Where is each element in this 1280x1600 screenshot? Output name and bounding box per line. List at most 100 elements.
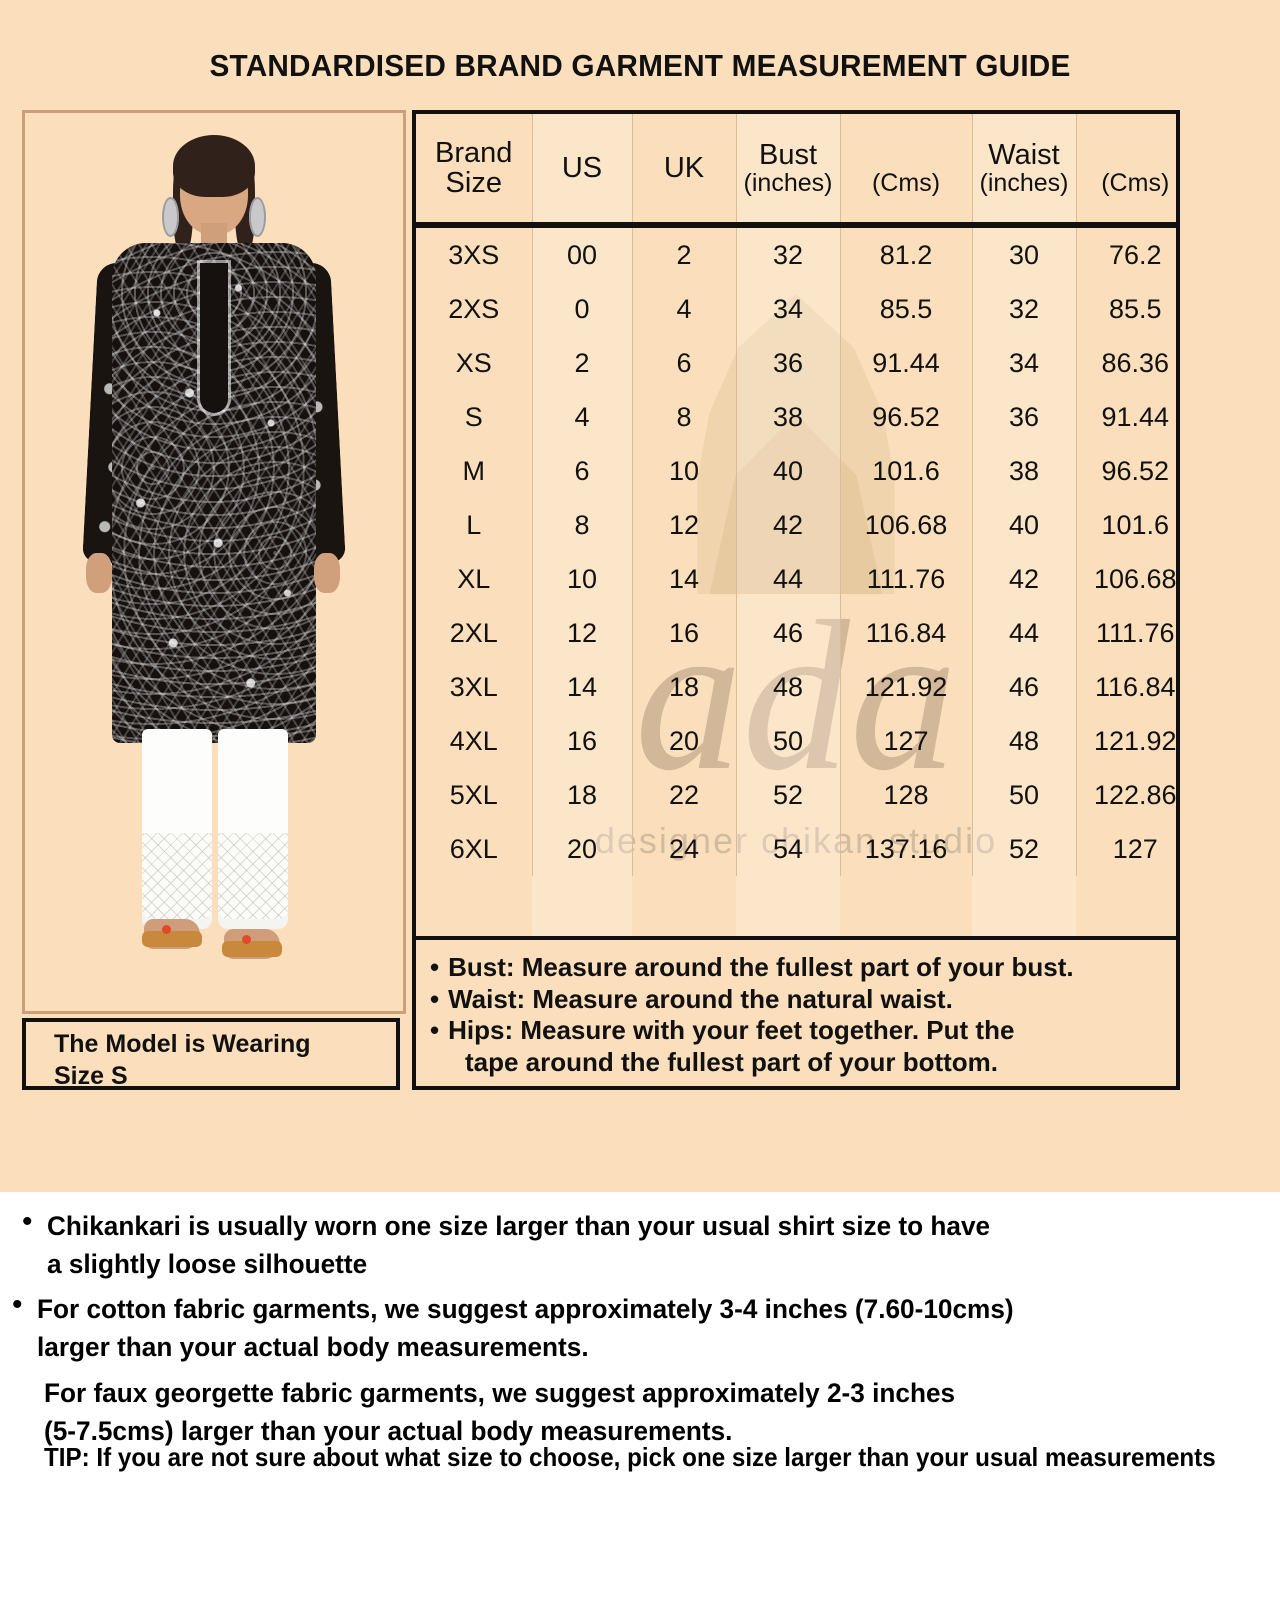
table-row: 2XS 0 4 34 85.5 32 85.5 [416, 282, 1176, 336]
cell-brand-size: S [464, 401, 483, 432]
cell-bust-cms: 121.92 [839, 660, 972, 714]
sandal-pom-right [242, 935, 251, 944]
bottom-note-2-line2: larger than your actual body measurement… [36, 1332, 589, 1363]
cell-uk: 24 [631, 822, 736, 876]
col-header-waist-cms: Waist (Cms) [1075, 114, 1176, 228]
cell-waist-inches: 38 [971, 444, 1076, 498]
cell-us: 20 [531, 822, 632, 876]
col-header-uk-label: UK [663, 151, 705, 184]
cell-uk: 20 [631, 714, 736, 768]
cell-uk: 22 [631, 768, 736, 822]
cell-us: 00 [531, 225, 632, 282]
bullet-icon: • [430, 1015, 440, 1046]
cell-waist-cms: 122.86 [1075, 768, 1176, 822]
cell-brand-size: 3XS [448, 239, 500, 270]
cell-bust-inches: 48 [735, 660, 840, 714]
size-chart-table-container: ada designer chikan studio Brand Size US [412, 110, 1180, 940]
cell-bust-inches: 52 [735, 768, 840, 822]
cell-bust-cms: 111.76 [839, 552, 972, 606]
cell-waist-inches: 30 [971, 225, 1076, 282]
cell-bust-cms: 106.68 [839, 498, 972, 552]
tip-text: TIP: If you are not sure about what size… [44, 1442, 1216, 1472]
cell-waist-inches: 36 [971, 390, 1076, 444]
model-size-caption: The Model is Wearing Size S [22, 1018, 400, 1090]
bottom-note-1-line1: Chikankari is usually worn one size larg… [46, 1211, 990, 1241]
table-row: M 6 10 40 101.6 38 96.52 [416, 444, 1176, 498]
col-header-bust-group: Bust [758, 138, 818, 171]
cell-us: 8 [531, 498, 632, 552]
table-row: L 8 12 42 106.68 40 101.6 [416, 498, 1176, 552]
measure-note-waist: • Waist: Measure around the natural wais… [430, 984, 1176, 1015]
cell-bust-cms: 81.2 [839, 225, 972, 282]
col-header-waist-group: Waist [988, 138, 1060, 171]
cell-bust-cms: 96.52 [839, 390, 972, 444]
cell-us: 10 [531, 552, 632, 606]
cell-us: 6 [531, 444, 632, 498]
cell-bust-cms: 127 [839, 714, 972, 768]
col-header-bust-cms-unit: (Cms) [871, 169, 941, 198]
bullet-icon: • [22, 1205, 33, 1238]
bottom-note-3-line2: (5-7.5cms) larger than your actual body … [44, 1416, 733, 1447]
cell-bust-inches: 46 [735, 606, 840, 660]
sandal-pom-left [162, 925, 171, 934]
measure-note-hips-continued: tape around the fullest part of your bot… [465, 1047, 998, 1078]
cell-uk: 4 [631, 282, 736, 336]
col-header-waist-inches: Waist (inches) [971, 114, 1076, 228]
cell-waist-inches: 40 [971, 498, 1076, 552]
cell-waist-inches: 52 [971, 822, 1076, 876]
cell-waist-inches: 42 [971, 552, 1076, 606]
bullet-icon: • [430, 952, 440, 982]
cell-waist-cms: 85.5 [1075, 282, 1176, 336]
table-row: 4XL 16 20 50 127 48 121.92 [416, 714, 1176, 768]
palazzo-lace-right [218, 833, 288, 919]
cell-waist-cms: 86.36 [1075, 336, 1176, 390]
cell-bust-inches: 36 [735, 336, 840, 390]
bottom-note-1-body: Chikankari is usually worn one size larg… [47, 1207, 1019, 1284]
bottom-note-2: • For cotton fabric garments, we suggest… [12, 1290, 1272, 1367]
col-header-us-label: US [561, 151, 603, 184]
cell-bust-cms: 85.5 [839, 282, 972, 336]
cell-uk: 14 [631, 552, 736, 606]
model-photo [25, 113, 403, 1011]
col-header-uk: UK [631, 114, 736, 228]
cell-waist-inches: 50 [971, 768, 1076, 822]
bottom-note-3: For faux georgette fabric garments, we s… [44, 1374, 1274, 1451]
model-hand-right [314, 553, 340, 593]
cell-brand-size: L [466, 509, 482, 540]
col-header-brand-size-line1: Brand [435, 136, 513, 169]
bottom-note-3-line1: For faux georgette fabric garments, we s… [44, 1378, 956, 1408]
cell-waist-cms: 91.44 [1075, 390, 1176, 444]
table-row: XL 10 14 44 111.76 42 106.68 [416, 552, 1176, 606]
bullet-icon: • [430, 983, 440, 1014]
model-hair [173, 135, 255, 197]
cell-brand-size: 4XL [449, 725, 498, 756]
cell-waist-inches: 48 [971, 714, 1076, 768]
cell-bust-cms: 128 [839, 768, 972, 822]
caption-line-2: Size S [54, 1062, 128, 1090]
caption-line-1: The Model is Wearing [54, 1030, 311, 1058]
col-header-waist-cms-unit: (Cms) [1101, 169, 1170, 198]
col-header-us: US [531, 114, 632, 228]
table-row: S 4 8 38 96.52 36 91.44 [416, 390, 1176, 444]
table-row: 3XL 14 18 48 121.92 46 116.84 [416, 660, 1176, 714]
cell-brand-size: 6XL [449, 833, 498, 864]
bullet-icon: • [12, 1288, 23, 1321]
table-row: 3XS 00 2 32 81.2 30 76.2 [416, 225, 1176, 282]
cell-waist-cms: 106.68 [1075, 552, 1176, 606]
bottom-note-3-body: For faux georgette fabric garments, we s… [44, 1374, 983, 1451]
col-header-bust-inches: Bust (inches) [735, 114, 840, 228]
earring-left-icon [162, 197, 179, 237]
cell-bust-inches: 32 [735, 225, 840, 282]
cell-brand-size: XL [457, 563, 491, 594]
cell-waist-cms: 116.84 [1075, 660, 1176, 714]
cell-brand-size: 5XL [449, 779, 498, 810]
col-header-brand-size: Brand Size [416, 114, 532, 228]
cell-waist-cms: 96.52 [1075, 444, 1176, 498]
cell-us: 16 [531, 714, 632, 768]
bottom-note-1: • Chikankari is usually worn one size la… [22, 1207, 1262, 1284]
cell-bust-inches: 44 [735, 552, 840, 606]
table-row: 2XL 12 16 46 116.84 44 111.76 [416, 606, 1176, 660]
cell-waist-cms: 76.2 [1075, 225, 1176, 282]
measure-note-bust-text: Bust: Measure around the fullest part of… [448, 952, 1074, 982]
